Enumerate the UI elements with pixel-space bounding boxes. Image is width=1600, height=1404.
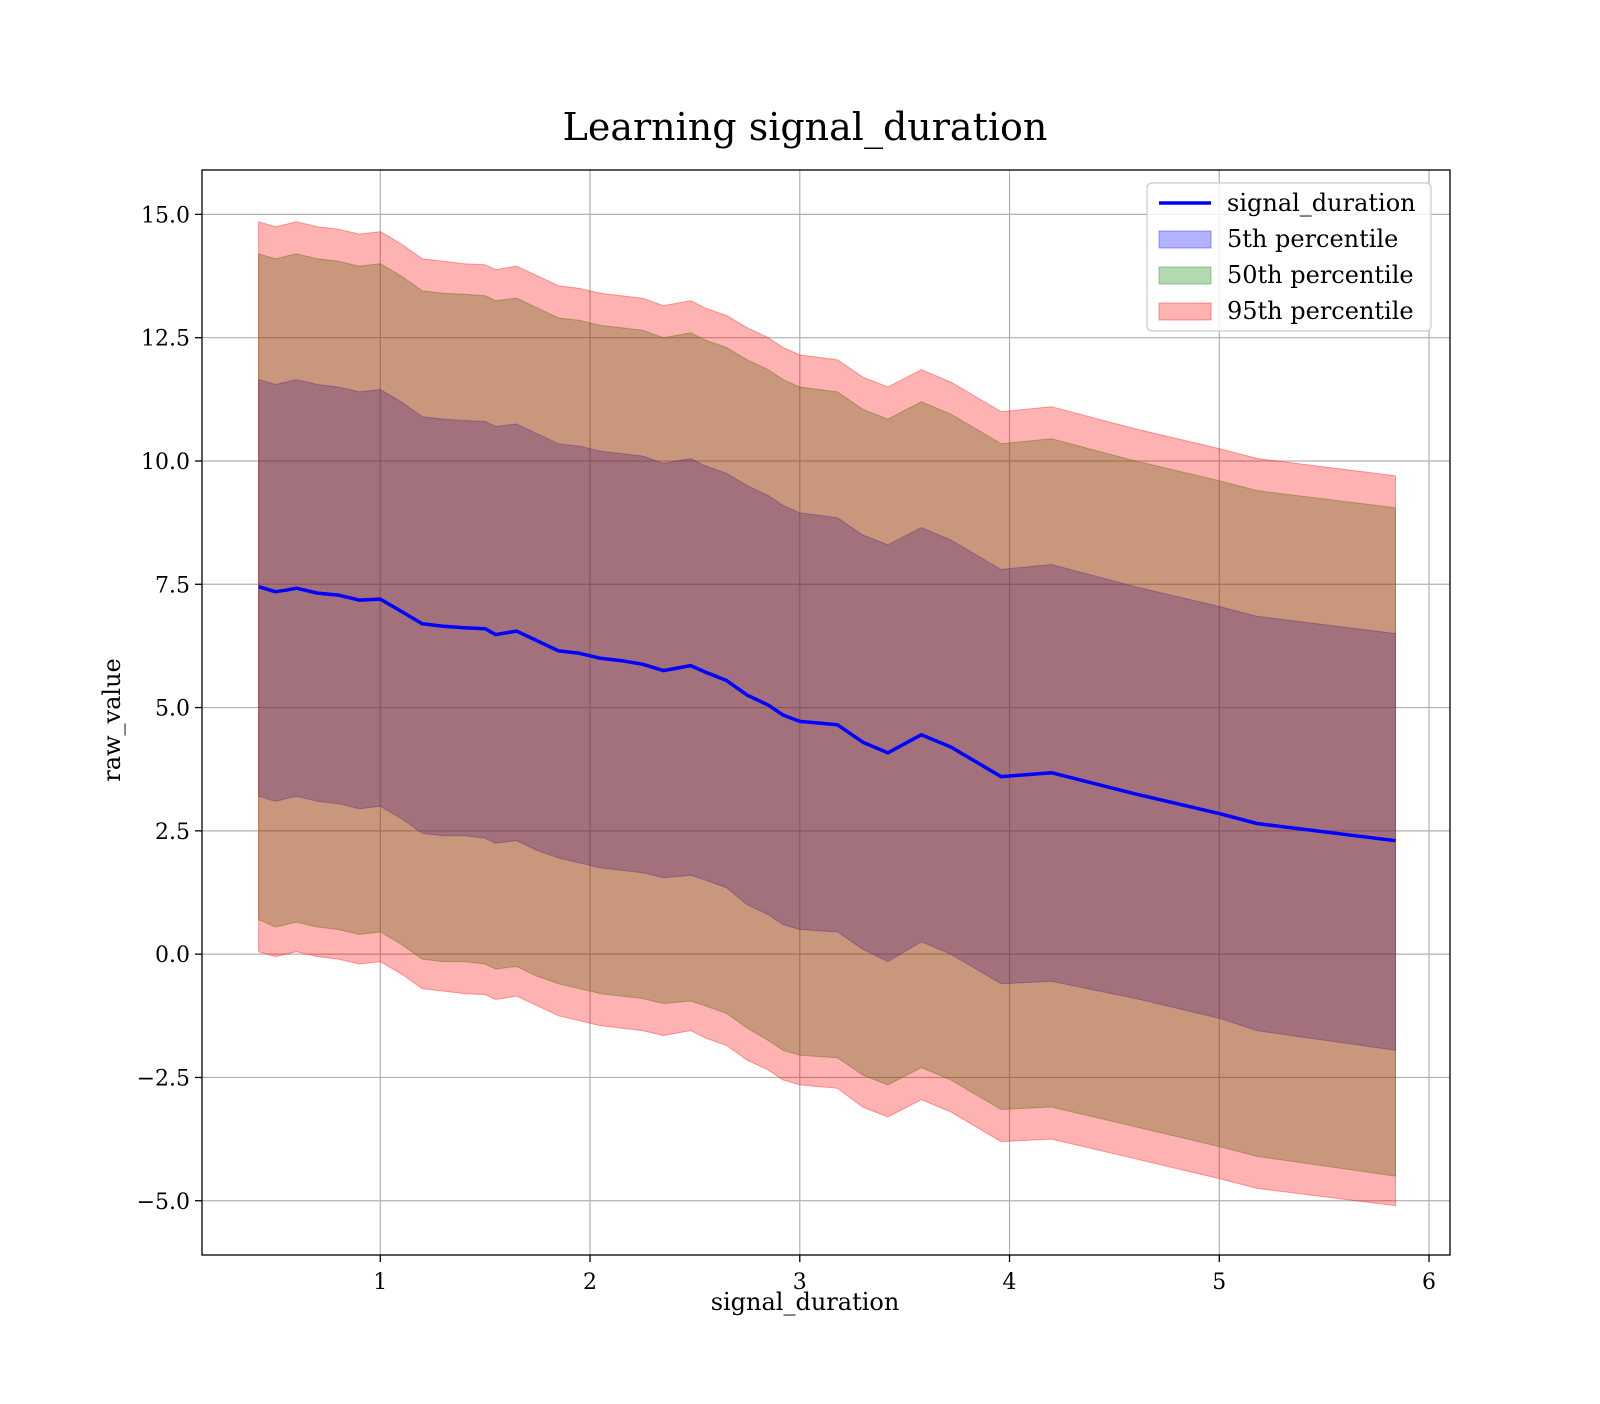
plot-frame (201, 169, 1451, 1256)
series-line-signal-duration (258, 585, 1396, 843)
chart-title: Learning signal_duration (563, 105, 1048, 150)
band-50th-percentile (258, 253, 1396, 1177)
legend-entry-label: 50th percentile (1227, 261, 1414, 289)
x-tick-label: 1 (373, 1270, 387, 1295)
x-tick-label: 5 (1212, 1270, 1226, 1295)
y-tick-label: 2.5 (155, 820, 190, 845)
y-axis-label: raw_value (98, 658, 126, 782)
y-tick-label: 7.5 (155, 573, 190, 598)
y-tick-label: 12.5 (141, 327, 190, 352)
legend-swatch-patch (1158, 266, 1212, 285)
y-tick-label: 0.0 (155, 943, 190, 968)
legend-box (1146, 182, 1432, 332)
y-tick-label: −2.5 (137, 1066, 190, 1091)
legend: signal_duration 5th percentile 50th percen… (1146, 182, 1432, 332)
y-tick-label: 15.0 (141, 203, 190, 228)
y-tick-label: 10.0 (141, 450, 190, 475)
x-tick-label: 2 (583, 1270, 597, 1295)
band-95th-percentile (258, 221, 1396, 1207)
legend-entry-label: signal_duration (1227, 189, 1416, 217)
x-tick-label: 6 (1422, 1270, 1436, 1295)
legend-swatch-patch (1158, 230, 1212, 249)
axis-ticks: 1 2 3 4 5 6 −5.0 −2.5 0.0 2.5 5.0 7.5 10.0 12.5 15.0 (137, 203, 1436, 1295)
x-tick-label: 3 (793, 1270, 807, 1295)
legend-entry-label: 95th percentile (1227, 297, 1414, 325)
y-tick-label: 5.0 (155, 697, 190, 722)
grid-lines (202, 170, 1450, 1255)
x-axis-label: signal_duration (711, 1288, 900, 1316)
percentile-bands (258, 221, 1396, 1207)
x-tick-label: 4 (1003, 1270, 1017, 1295)
y-tick-label: −5.0 (137, 1190, 190, 1215)
legend-entry-label: 5th percentile (1227, 225, 1398, 253)
band-5th-percentile (258, 378, 1396, 1051)
series-lines (258, 585, 1396, 843)
legend-swatch-patch (1158, 302, 1212, 321)
